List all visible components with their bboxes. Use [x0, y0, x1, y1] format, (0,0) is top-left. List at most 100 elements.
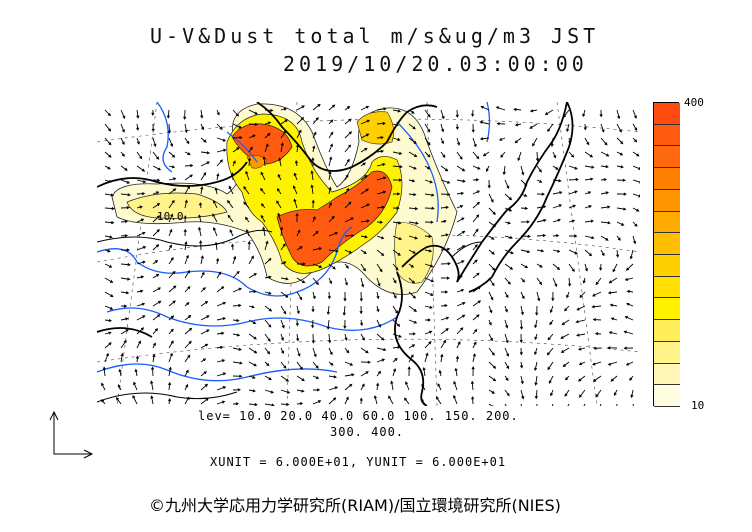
- wind-arrow: [514, 137, 522, 144]
- wind-arrow: [120, 277, 131, 281]
- contour-levels: lev= 10.0 20.0 40.0 60.0 100. 150. 200.: [198, 409, 519, 423]
- wind-arrow: [312, 277, 319, 286]
- wind-arrow: [496, 122, 506, 126]
- wind-arrow: [264, 375, 272, 380]
- wind-arrow: [200, 300, 209, 307]
- wind-arrow: [408, 137, 417, 144]
- wind-arrow: [312, 247, 323, 251]
- wind-arrow: [551, 403, 554, 406]
- wind-arrow: [600, 178, 608, 182]
- wind-arrow: [200, 343, 209, 349]
- wind-arrow: [566, 291, 570, 299]
- wind-arrow: [584, 205, 592, 209]
- wind-arrow: [623, 330, 634, 335]
- wind-arrow: [440, 339, 446, 349]
- wind-arrow: [517, 151, 522, 162]
- wind-arrow: [184, 383, 189, 391]
- wind-arrow: [504, 207, 513, 212]
- wind-arrow: [166, 109, 170, 119]
- wind-arrow: [232, 160, 236, 167]
- wind-arrow: [227, 214, 234, 223]
- wind-arrow: [104, 151, 112, 158]
- wind-arrow: [504, 319, 509, 329]
- wind-arrow: [504, 375, 509, 382]
- wind-arrow: [312, 361, 319, 369]
- wind-arrow: [344, 131, 352, 139]
- wind-arrow: [152, 151, 160, 160]
- wind-arrow: [376, 277, 381, 287]
- wind-arrow: [519, 333, 523, 344]
- wind-arrow: [488, 277, 495, 287]
- wind-arrow: [264, 403, 275, 406]
- wind-arrow: [120, 179, 131, 184]
- wind-arrow: [312, 131, 317, 139]
- wind-arrow: [561, 319, 570, 326]
- wind-arrow: [609, 303, 618, 307]
- wind-arrow: [120, 339, 127, 349]
- wind-arrow: [312, 216, 316, 223]
- wind-arrow: [420, 398, 426, 405]
- wind-arrow: [344, 383, 353, 391]
- wind-arrow: [168, 257, 174, 265]
- wind-arrow: [152, 300, 162, 307]
- wind-arrow: [404, 397, 410, 405]
- wind-arrow: [552, 277, 558, 288]
- wind-arrow: [456, 245, 466, 251]
- wind-arrow: [184, 269, 191, 279]
- wind-arrow: [280, 291, 289, 298]
- wind-arrow: [488, 235, 495, 240]
- wind-arrow: [408, 263, 415, 268]
- wind-arrow: [104, 109, 111, 117]
- wind-arrow: [514, 123, 522, 127]
- wind-arrow: [488, 193, 494, 203]
- wind-arrow: [568, 190, 578, 195]
- wind-arrow: [232, 388, 241, 392]
- wind-arrow: [280, 333, 284, 341]
- wind-arrow: [408, 165, 417, 170]
- wind-arrow: [549, 305, 554, 314]
- wind-arrow: [600, 137, 608, 146]
- wind-arrow: [552, 191, 563, 195]
- wind-arrow: [488, 291, 494, 301]
- wind-arrow: [311, 319, 315, 329]
- color-bar: [653, 102, 680, 407]
- wind-arrow: [500, 151, 506, 158]
- wind-arrow: [472, 214, 480, 223]
- wind-arrow: [277, 212, 282, 223]
- wind-arrow: [168, 199, 175, 209]
- wind-arrow: [479, 137, 490, 141]
- wind-arrow: [376, 319, 381, 328]
- wind-arrow: [616, 207, 627, 211]
- wind-arrow: [392, 192, 401, 196]
- wind-arrow: [200, 172, 207, 181]
- wind-arrow: [568, 151, 575, 158]
- wind-arrow: [120, 206, 130, 210]
- wind-arrow: [546, 347, 554, 356]
- wind-arrow: [136, 137, 140, 145]
- wind-arrow: [120, 137, 125, 146]
- wind-arrow: [216, 317, 227, 321]
- wind-arrow: [152, 203, 161, 209]
- wind-arrow: [392, 109, 402, 113]
- wind-arrow: [213, 199, 218, 209]
- wind-arrow: [102, 366, 106, 377]
- wind-arrow: [392, 137, 401, 141]
- wind-arrow: [168, 244, 172, 251]
- wind-arrow: [471, 109, 475, 117]
- wind-arrow: [280, 389, 291, 394]
- wind-arrow: [168, 352, 173, 363]
- wind-arrow: [328, 386, 339, 391]
- wind-arrow: [584, 263, 589, 272]
- wind-arrow: [312, 388, 321, 392]
- wind-arrow: [488, 333, 493, 342]
- wind-arrow: [280, 261, 287, 265]
- wind-arrow: [183, 228, 187, 237]
- wind-arrow: [104, 137, 112, 146]
- wind-arrow: [184, 354, 191, 363]
- wind-arrow: [600, 191, 610, 195]
- wind-arrow: [632, 207, 640, 212]
- wind-arrow: [276, 200, 282, 209]
- wind-arrow: [184, 123, 188, 134]
- wind-arrow: [552, 218, 561, 223]
- wind-arrow: [607, 291, 618, 295]
